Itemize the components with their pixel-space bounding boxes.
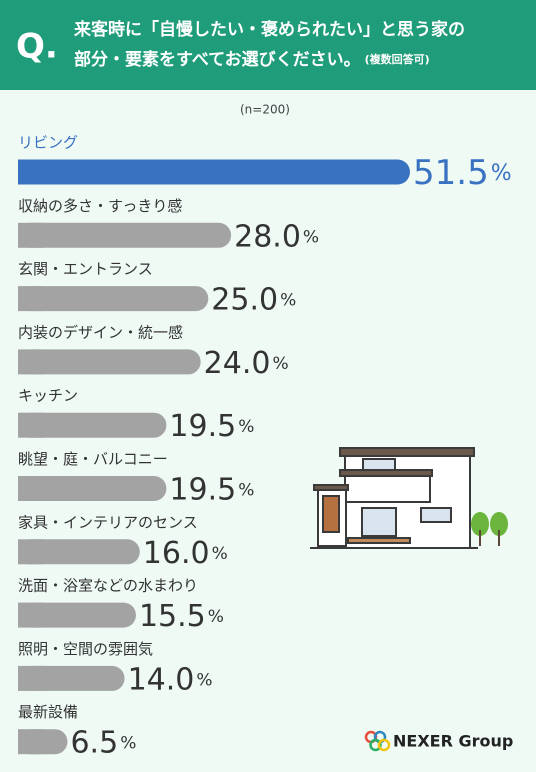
value-unit: % [303, 227, 319, 247]
category-label: 家具・インテリアのセンス [18, 513, 198, 531]
logo: NEXER Group [364, 730, 513, 752]
bar-left-square [18, 665, 43, 691]
value-label: 14.0% [128, 662, 213, 697]
bar-left-square [18, 729, 43, 755]
value-unit: % [280, 291, 296, 311]
logo-text: NEXER Group [393, 732, 513, 751]
value-number: 14.0 [128, 662, 195, 697]
value-number: 24.0 [204, 345, 271, 380]
category-label: 洗面・浴室などの水まわり [18, 577, 198, 595]
value-unit: % [238, 417, 254, 437]
bar [18, 412, 167, 438]
title-note: (複数回答可) [365, 52, 430, 66]
title-line: 部分・要素をすべてお選びください。 (複数回答可) [74, 49, 430, 70]
value-label: 51.5% [413, 153, 512, 193]
category-label: 照明・空間の雰囲気 [18, 640, 153, 658]
trees [471, 512, 508, 546]
category-label: 眺望・庭・バルコニー [18, 450, 168, 468]
value-number: 19.5 [169, 472, 236, 507]
value-label: 6.5% [70, 725, 136, 760]
value-unit: % [491, 161, 512, 186]
title-text: 部分・要素をすべてお選びください。 [74, 49, 361, 70]
bar-left-square [18, 412, 43, 438]
category-label: リビング [18, 134, 78, 152]
category-label: 内装のデザイン・統一感 [18, 323, 183, 341]
category-label: 玄関・エントランス [18, 260, 153, 278]
house-illustration [310, 447, 478, 549]
bar [18, 539, 140, 565]
category-label: 収納の多さ・すっきり感 [18, 197, 182, 215]
category-label: キッチン [18, 387, 78, 405]
bar [18, 349, 201, 375]
bar-left-square [18, 222, 43, 248]
value-label: 19.5% [169, 472, 254, 507]
title-line: 来客時に「自慢したい・褒められたい」と思う家の [73, 19, 465, 40]
sample-size: (n=200) [240, 103, 290, 117]
value-unit: % [120, 734, 136, 754]
value-label: 15.5% [139, 599, 224, 634]
value-unit: % [272, 354, 288, 374]
value-number: 51.5 [413, 153, 489, 193]
question-mark: Q. [16, 27, 58, 67]
bar [18, 222, 232, 248]
value-number: 19.5 [169, 409, 236, 444]
value-label: 19.5% [169, 409, 254, 444]
value-label: 24.0% [204, 345, 289, 380]
value-number: 6.5 [70, 725, 118, 760]
value-unit: % [208, 607, 224, 627]
category-label: 最新設備 [18, 703, 78, 721]
value-label: 28.0% [234, 219, 319, 254]
bar-left-square [18, 286, 43, 312]
header [0, 0, 536, 90]
value-unit: % [212, 544, 228, 564]
bar [18, 476, 167, 501]
value-unit: % [196, 670, 212, 690]
bar [18, 665, 125, 691]
bar [18, 286, 209, 312]
value-label: 16.0% [143, 535, 228, 570]
bar [18, 159, 410, 185]
value-number: 15.5 [139, 599, 206, 634]
value-number: 28.0 [234, 219, 301, 254]
bar-left-square [18, 539, 43, 565]
value-number: 16.0 [143, 535, 210, 570]
bar-left-square [18, 476, 43, 501]
value-label: 25.0% [211, 282, 296, 317]
value-number: 25.0 [211, 282, 278, 317]
value-unit: % [238, 481, 254, 501]
bar-left-square [18, 159, 43, 185]
bar [18, 602, 136, 628]
bar-left-square [18, 349, 43, 375]
bar-left-square [18, 602, 43, 628]
